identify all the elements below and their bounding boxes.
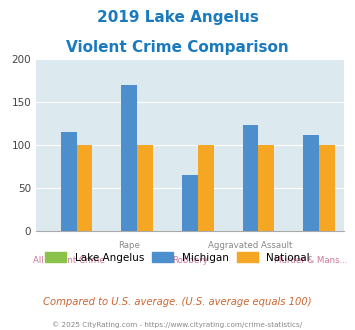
Bar <box>242 125 258 231</box>
Text: Rape: Rape <box>119 241 140 250</box>
Bar <box>77 145 92 231</box>
Text: Violent Crime Comparison: Violent Crime Comparison <box>66 40 289 54</box>
Text: All Violent Crime: All Violent Crime <box>33 256 105 265</box>
Bar <box>137 145 153 231</box>
Text: Murder & Mans...: Murder & Mans... <box>274 256 348 265</box>
Bar <box>303 135 319 231</box>
Text: 2019 Lake Angelus: 2019 Lake Angelus <box>97 10 258 25</box>
Bar <box>198 145 214 231</box>
Bar <box>182 175 198 231</box>
Bar <box>121 85 137 231</box>
Bar <box>319 145 335 231</box>
Text: Robbery: Robbery <box>172 256 208 265</box>
Text: Aggravated Assault: Aggravated Assault <box>208 241 293 250</box>
Legend: Lake Angelus, Michigan, National: Lake Angelus, Michigan, National <box>41 248 314 267</box>
Bar <box>258 145 274 231</box>
Text: Compared to U.S. average. (U.S. average equals 100): Compared to U.S. average. (U.S. average … <box>43 297 312 307</box>
Text: © 2025 CityRating.com - https://www.cityrating.com/crime-statistics/: © 2025 CityRating.com - https://www.city… <box>53 322 302 328</box>
Bar <box>61 132 77 231</box>
